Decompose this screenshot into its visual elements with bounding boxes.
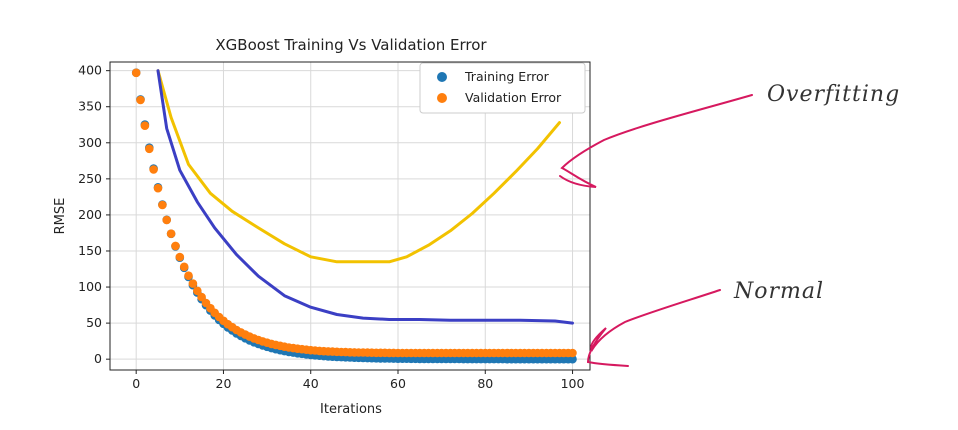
y-tick-label: 300 [78,135,102,150]
validation-error-point [179,262,189,272]
normal-curve [156,69,574,325]
y-tick-label: 100 [78,279,102,294]
x-tick-label: 80 [477,376,493,391]
x-tick-label: 0 [132,376,140,391]
overfitting-arrow [559,94,753,188]
legend-box [419,62,586,114]
legend-label-training: Training Error [464,69,550,84]
annotation-marks: Overfitting Normal [559,82,900,367]
validation-error-point [162,215,171,225]
x-tick-label: 100 [561,376,585,391]
x-tick-label: 60 [390,376,406,391]
x-tick-label: 20 [216,376,232,391]
validation-error-point [193,286,202,296]
validation-error-point [149,165,158,174]
y-tick-label: 250 [78,171,102,186]
plot-frame [109,61,591,371]
validation-error-point [153,183,163,193]
y-axis-label: RMSE [53,198,68,235]
validation-error-point [166,229,176,238]
y-tick-label: 350 [78,99,102,114]
x-axis-label: Iterations [320,402,382,417]
validation-error-point [136,95,145,105]
validation-error-point [188,279,198,288]
validation-error-point [140,121,150,130]
data-points [131,68,577,364]
normal-arrow [586,289,721,367]
legend-marker-validation [437,93,447,103]
axis-ticks: 0 20 40 60 80 100 0 50 100 150 200 250 300 350 400 [78,63,584,391]
validation-error-point [568,348,577,358]
normal-annotation: Normal [733,279,824,304]
validation-error-point [175,252,185,262]
legend-label-validation: Validation Error [465,90,562,105]
validation-error-point [145,144,154,154]
legend-marker-training [437,72,447,82]
validation-error-point [131,68,141,78]
validation-error-point [158,200,167,210]
training-error-point [568,354,577,364]
y-tick-label: 0 [94,351,102,366]
y-tick-label: 400 [78,63,102,78]
overfitting-curve [156,69,561,264]
validation-error-point [184,271,193,281]
validation-error-point [197,292,206,302]
chart-title: XGBoost Training Vs Validation Error [215,36,487,54]
validation-error-point [171,241,180,251]
y-tick-label: 200 [78,207,102,222]
hand-drawn-overlays [156,69,574,325]
plot-area: 0 20 40 60 80 100 0 50 100 150 200 250 300 350 400 [78,61,591,391]
overfitting-annotation: Overfitting [767,82,900,107]
y-tick-label: 150 [78,243,102,258]
y-tick-label: 50 [86,315,102,330]
x-tick-label: 40 [303,376,319,391]
legend: Training Error Validation Error [419,62,586,114]
